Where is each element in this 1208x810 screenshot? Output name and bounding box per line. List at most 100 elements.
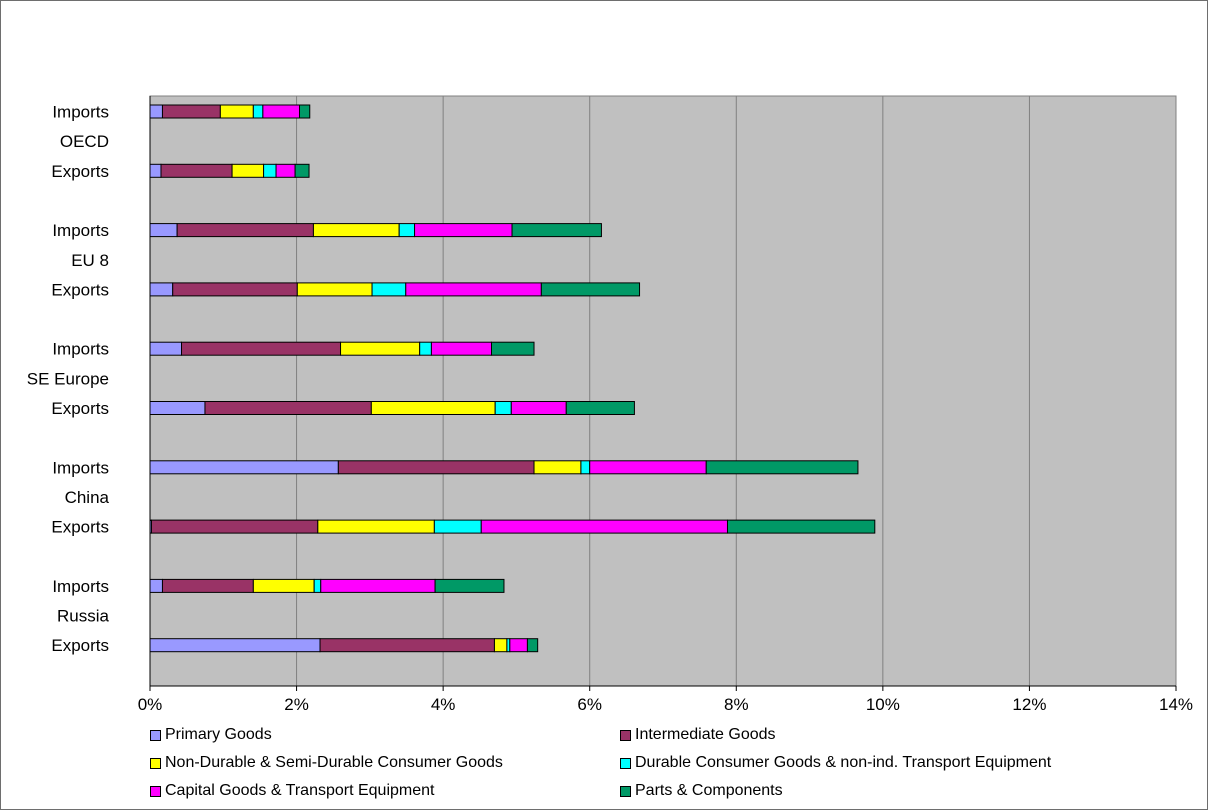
bar-segment	[511, 223, 602, 238]
legend-label: Intermediate Goods	[635, 726, 776, 743]
x-tick-label: 8%	[724, 695, 749, 714]
bar-segment	[312, 223, 400, 238]
bar-segment	[160, 163, 233, 178]
bar-segment	[320, 578, 436, 593]
row-label: Imports	[52, 221, 109, 240]
bar-segment	[414, 223, 513, 238]
bar-segment	[161, 104, 221, 119]
row-label: Imports	[52, 458, 109, 477]
legend-swatch	[620, 785, 631, 797]
bar-segment	[405, 282, 542, 297]
bar-segment	[172, 282, 298, 297]
row-label: Exports	[51, 518, 109, 537]
y-axis-labels: Imports Exports Imports Exports Imports Expor…	[27, 103, 110, 656]
bar-segment	[540, 282, 641, 297]
x-tick-label: 0%	[138, 695, 163, 714]
bar-segment	[150, 519, 319, 534]
bar-segment	[565, 401, 635, 415]
row-label: Imports	[52, 103, 109, 122]
bar-segment	[434, 578, 505, 593]
bar-segment	[533, 460, 582, 475]
legend-item: Primary Goods	[150, 726, 272, 744]
bar-segment	[526, 638, 539, 653]
bar-segment	[494, 401, 512, 415]
bar-segment	[149, 223, 178, 238]
bar-segment	[262, 104, 301, 119]
bar-segment	[726, 519, 876, 534]
bar-segment	[419, 341, 432, 356]
x-tick-label: 14%	[1159, 695, 1193, 714]
group-label: SE Europe	[27, 369, 109, 388]
x-tick-label: 4%	[431, 695, 456, 714]
bar-segment	[294, 163, 310, 178]
legend-label: Primary Goods	[165, 726, 272, 743]
bar-segment	[589, 460, 707, 475]
bar-segment	[176, 223, 314, 238]
legend-label: Durable Consumer Goods & non-ind. Transp…	[635, 754, 1052, 771]
bar-segment	[433, 519, 482, 534]
bar-segment	[370, 401, 496, 415]
bar-segment	[705, 460, 859, 475]
bar-segment	[510, 401, 567, 415]
bar-segment	[231, 163, 265, 178]
bar-segment	[371, 282, 407, 297]
bar-segment	[149, 104, 163, 119]
row-label: Exports	[51, 399, 109, 418]
bar-segment	[149, 638, 321, 653]
legend-item: Parts & Components	[620, 782, 783, 800]
bar-segment	[149, 282, 174, 297]
bar-segment	[263, 163, 277, 178]
legend-swatch	[150, 757, 161, 769]
x-tick-label: 2%	[284, 695, 309, 714]
bar-segment	[509, 638, 528, 653]
legend-label: Non-Durable & Semi-Durable Consumer Good…	[165, 754, 503, 771]
bar-segment	[580, 460, 591, 475]
bar-segment	[252, 104, 264, 119]
bars	[149, 104, 876, 653]
bar-segment	[480, 519, 728, 534]
plot-area	[149, 95, 1177, 687]
bar-segment	[340, 341, 421, 356]
row-label: Exports	[51, 280, 109, 299]
bar-segment	[296, 282, 373, 297]
bar-segment	[398, 223, 416, 238]
bar-segment	[430, 341, 493, 356]
group-label: Russia	[57, 607, 110, 626]
legend-swatch	[150, 785, 161, 797]
bar-segment	[149, 163, 162, 178]
bar-segment	[252, 578, 315, 593]
bar-segment	[204, 401, 372, 415]
bar-segment	[319, 638, 495, 653]
legend-swatch	[620, 757, 631, 769]
bar-segment	[219, 104, 254, 119]
legend-swatch	[150, 729, 161, 741]
legend-item: Durable Consumer Goods & non-ind. Transp…	[620, 754, 1051, 772]
row-label: Exports	[51, 162, 109, 181]
legend-label: Capital Goods & Transport Equipment	[165, 782, 435, 799]
group-label: EU 8	[71, 251, 109, 270]
bar-segment	[149, 460, 339, 475]
row-label: Imports	[52, 340, 109, 359]
bar-segment	[149, 341, 183, 356]
legend-label: Parts & Components	[635, 782, 783, 799]
group-label: OECD	[60, 132, 109, 151]
bar-segment	[313, 578, 322, 593]
bar-segment	[337, 460, 535, 475]
bar-segment	[181, 341, 342, 356]
bar-segment	[149, 578, 163, 593]
x-tick-label: 6%	[577, 695, 602, 714]
x-tick-label: 10%	[866, 695, 900, 714]
bar-segment	[491, 341, 535, 356]
legend-item: Intermediate Goods	[620, 726, 776, 744]
bar-segment	[275, 163, 296, 178]
legend-swatch	[620, 729, 631, 741]
x-axis-tick-labels: 0% 2% 4% 6% 8% 10% 12% 14%	[138, 96, 1193, 714]
bar-segment	[299, 104, 311, 119]
legend-item: Non-Durable & Semi-Durable Consumer Good…	[150, 754, 503, 772]
x-tick-label: 12%	[1012, 695, 1046, 714]
bar-segment	[161, 578, 254, 593]
bar-segment	[493, 638, 508, 653]
row-label: Exports	[51, 636, 109, 655]
row-label: Imports	[52, 577, 109, 596]
